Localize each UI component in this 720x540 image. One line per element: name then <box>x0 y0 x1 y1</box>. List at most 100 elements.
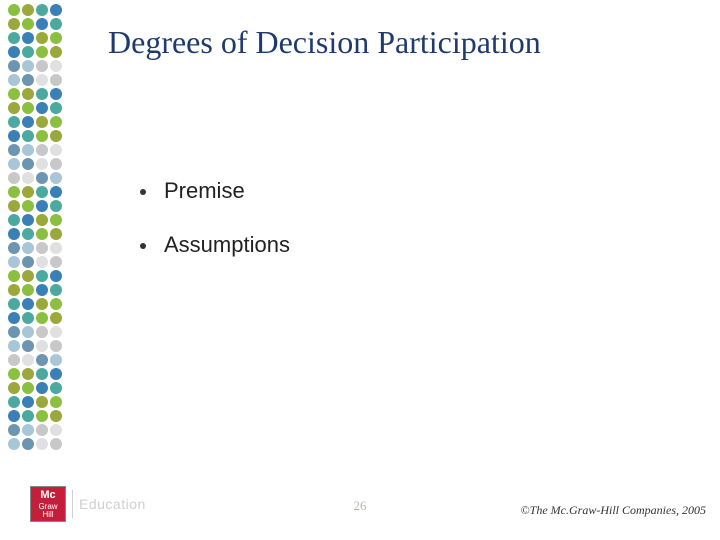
decorative-dot <box>8 60 20 72</box>
decorative-dot <box>22 130 34 142</box>
decorative-dot <box>50 32 62 44</box>
dot-row <box>8 88 64 100</box>
decorative-dot <box>22 410 34 422</box>
decorative-dot <box>22 172 34 184</box>
decorative-dot <box>22 144 34 156</box>
decorative-dot <box>36 256 48 268</box>
decorative-dot <box>50 144 62 156</box>
decorative-dot <box>22 382 34 394</box>
decorative-dot <box>36 438 48 450</box>
decorative-dot <box>50 396 62 408</box>
bullet-text: Premise <box>164 178 245 204</box>
decorative-dot <box>22 88 34 100</box>
decorative-dot <box>50 88 62 100</box>
decorative-dot <box>36 410 48 422</box>
decorative-dot <box>8 410 20 422</box>
decorative-dot <box>8 354 20 366</box>
decorative-dot <box>22 354 34 366</box>
dot-row <box>8 172 64 184</box>
decorative-dot <box>8 214 20 226</box>
decorative-dot <box>22 298 34 310</box>
dot-row <box>8 242 64 254</box>
decorative-dot <box>50 326 62 338</box>
decorative-dot <box>36 102 48 114</box>
decorative-dot <box>50 284 62 296</box>
decorative-dot <box>22 396 34 408</box>
decorative-dot <box>8 144 20 156</box>
decorative-dot <box>22 60 34 72</box>
decorative-dot <box>22 46 34 58</box>
decorative-dot <box>8 200 20 212</box>
logo-line-3: Hill <box>42 511 53 519</box>
dot-row <box>8 396 64 408</box>
decorative-dot <box>50 340 62 352</box>
decorative-dot <box>50 368 62 380</box>
decorative-dot <box>36 158 48 170</box>
decorative-dot <box>8 18 20 30</box>
decorative-dot <box>36 74 48 86</box>
bullet-text: Assumptions <box>164 232 290 258</box>
bullet-item: Assumptions <box>140 232 290 258</box>
decorative-dot <box>36 424 48 436</box>
publisher-logo: Mc Graw Hill Education <box>30 486 146 522</box>
decorative-dot <box>50 60 62 72</box>
dot-row <box>8 74 64 86</box>
dot-row <box>8 186 64 198</box>
logo-divider <box>72 490 73 518</box>
decorative-dot <box>36 88 48 100</box>
decorative-dot <box>8 298 20 310</box>
dot-row <box>8 298 64 310</box>
dot-row <box>8 200 64 212</box>
dot-row <box>8 382 64 394</box>
decorative-dot <box>50 214 62 226</box>
decorative-dot <box>36 270 48 282</box>
decorative-dot <box>36 4 48 16</box>
decorative-dot <box>8 228 20 240</box>
decorative-dot <box>22 32 34 44</box>
decorative-dot <box>22 340 34 352</box>
dot-row <box>8 228 64 240</box>
decorative-dot <box>8 32 20 44</box>
decorative-dot <box>8 88 20 100</box>
decorative-dot <box>36 382 48 394</box>
decorative-dot <box>8 368 20 380</box>
copyright-text: ©The Mc.Graw-Hill Companies, 2005 <box>521 503 706 518</box>
decorative-dot <box>22 200 34 212</box>
bullet-list: Premise Assumptions <box>140 178 290 286</box>
decorative-dot <box>50 172 62 184</box>
decorative-dot <box>36 130 48 142</box>
dot-row <box>8 284 64 296</box>
dot-row <box>8 130 64 142</box>
decorative-dot <box>22 74 34 86</box>
decorative-dot <box>22 424 34 436</box>
dot-row <box>8 312 64 324</box>
decorative-dot <box>22 438 34 450</box>
decorative-dot <box>50 382 62 394</box>
decorative-dot <box>22 158 34 170</box>
decorative-dot <box>22 4 34 16</box>
decorative-dots-column <box>8 4 64 450</box>
decorative-dot <box>8 4 20 16</box>
decorative-dot <box>36 340 48 352</box>
decorative-dot <box>36 326 48 338</box>
decorative-dot <box>50 200 62 212</box>
dot-row <box>8 60 64 72</box>
decorative-dot <box>8 396 20 408</box>
decorative-dot <box>22 312 34 324</box>
dot-row <box>8 46 64 58</box>
bullet-item: Premise <box>140 178 290 204</box>
dot-row <box>8 340 64 352</box>
decorative-dot <box>36 242 48 254</box>
decorative-dot <box>8 242 20 254</box>
dot-row <box>8 116 64 128</box>
decorative-dot <box>50 186 62 198</box>
decorative-dot <box>36 18 48 30</box>
dot-row <box>8 368 64 380</box>
decorative-dot <box>22 242 34 254</box>
decorative-dot <box>36 368 48 380</box>
decorative-dot <box>36 46 48 58</box>
decorative-dot <box>22 186 34 198</box>
dot-row <box>8 326 64 338</box>
decorative-dot <box>8 256 20 268</box>
decorative-dot <box>50 242 62 254</box>
